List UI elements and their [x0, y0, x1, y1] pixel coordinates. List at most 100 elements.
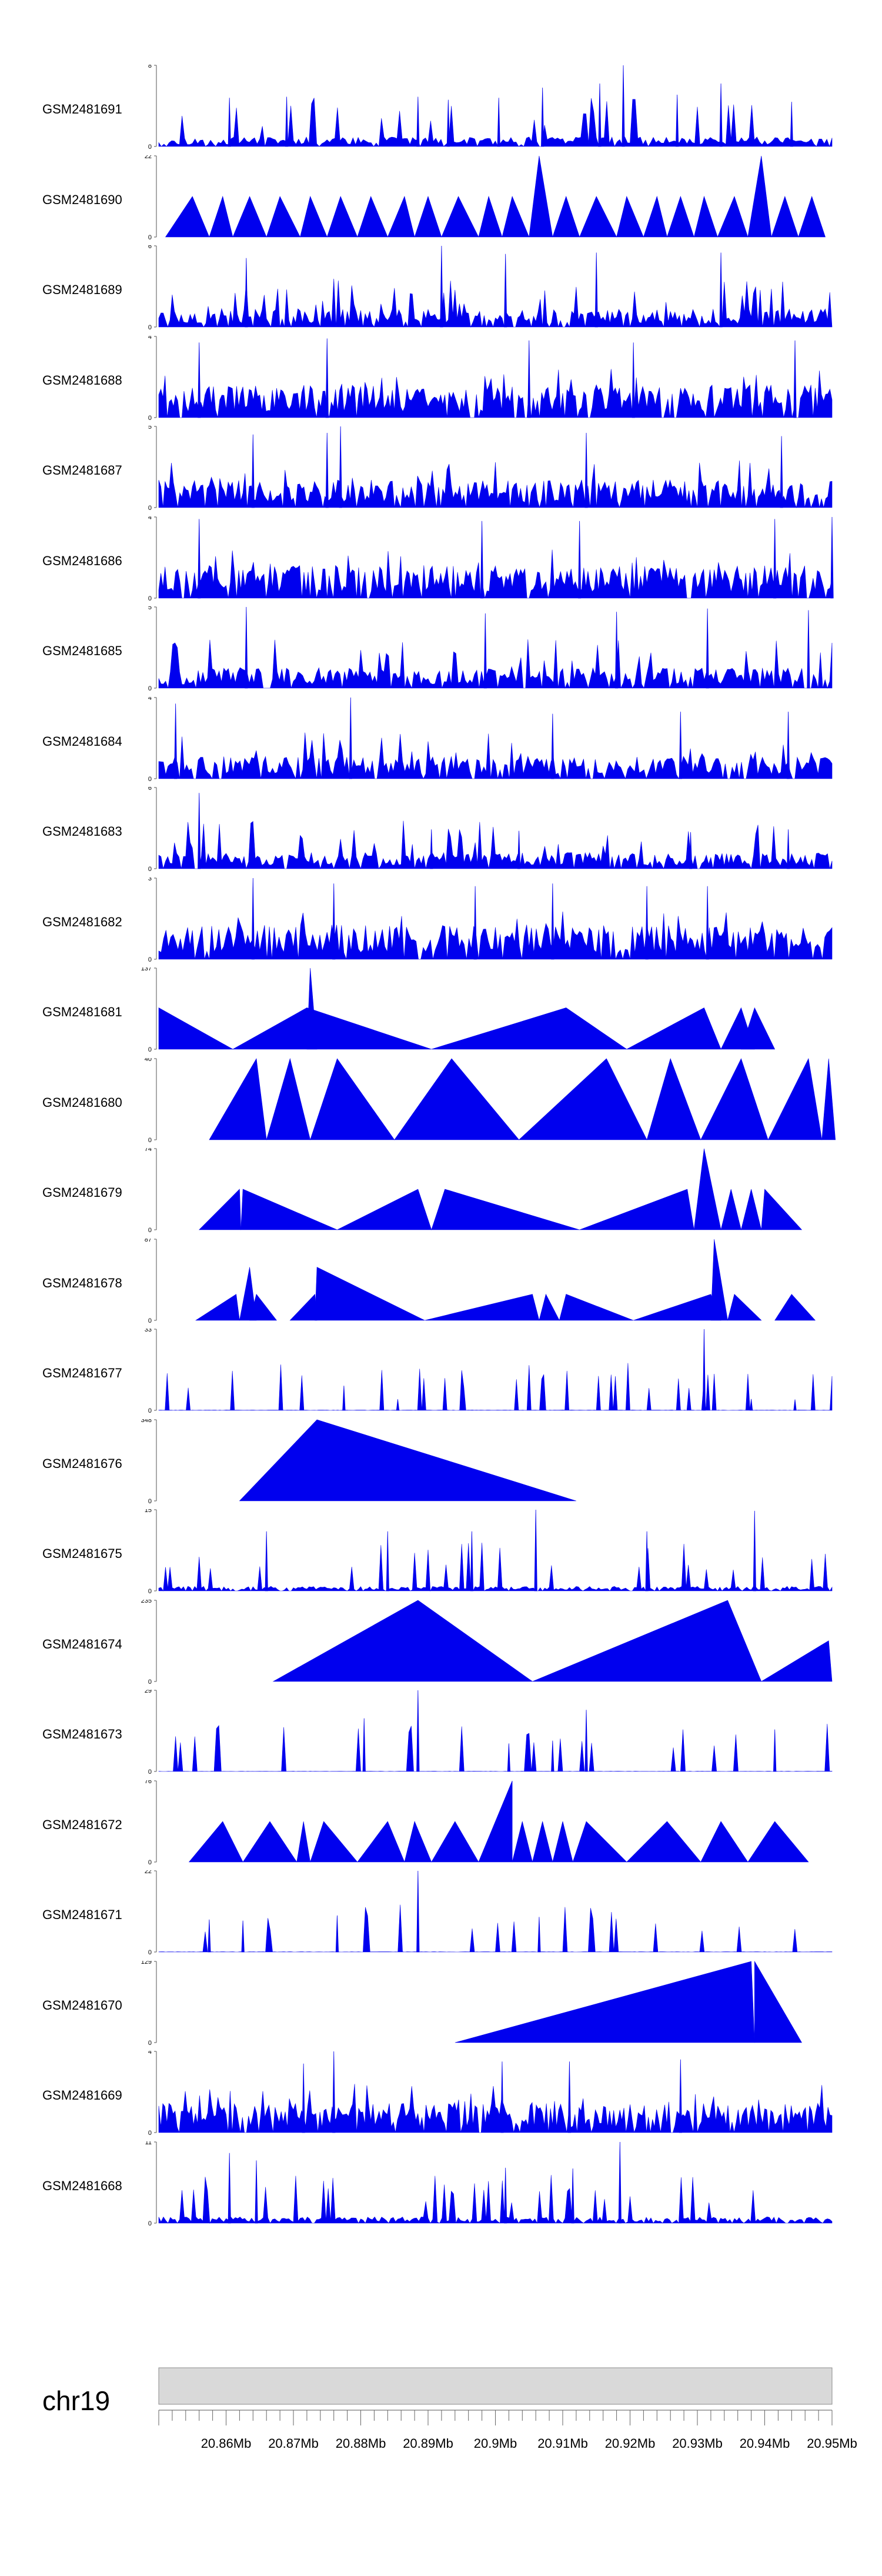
track-GSM2481680: GSM2481680 40 0: [0, 1057, 882, 1147]
track-GSM2481672: GSM2481672 76 0: [0, 1780, 882, 1870]
coverage-spike: [773, 518, 777, 598]
coverage-spike: [446, 99, 450, 147]
coverage-peak: [414, 195, 442, 237]
coverage-peak: [552, 195, 580, 237]
coverage-spike: [790, 102, 793, 147]
coverage-peak: [315, 1266, 425, 1320]
coverage-spike: [706, 886, 709, 959]
coverage-spike: [500, 2061, 504, 2133]
y-tick-label-max: 87: [145, 1239, 152, 1243]
track-label: GSM2481686: [42, 553, 122, 568]
coverage-spike: [632, 342, 635, 418]
coverage-peak: [667, 195, 694, 237]
coverage-spike: [480, 520, 484, 598]
y-tick-label-min: 0: [148, 595, 152, 602]
coverage-peak: [572, 1820, 627, 1862]
x-tick-label: 20.94Mb: [740, 2436, 790, 2451]
track-plot: 129 0: [141, 1960, 802, 2047]
coverage-area: [158, 368, 833, 418]
coverage-peak: [747, 155, 772, 237]
coverage-peak: [532, 1821, 553, 1862]
coverage-spike: [679, 711, 682, 779]
coverage-peak: [727, 1293, 762, 1320]
coverage-peak: [158, 1007, 234, 1050]
coverage-spike: [416, 96, 420, 147]
x-tick-label: 20.88Mb: [336, 2436, 386, 2451]
track-label: GSM2481672: [42, 1817, 122, 1832]
coverage-peak: [272, 1600, 533, 1681]
coverage-spike: [416, 1690, 420, 1772]
coverage-spike: [786, 711, 790, 779]
y-tick-label-max: 22: [145, 1870, 152, 1875]
coverage-spike: [325, 338, 329, 418]
track-GSM2481669: GSM2481669 4 0: [0, 2051, 882, 2140]
track-plot: 74 0: [145, 1148, 803, 1234]
coverage-spike: [614, 612, 619, 689]
coverage-area: [158, 2084, 833, 2133]
track-GSM2481675: GSM2481675 15 0: [0, 1509, 882, 1599]
coverage-peak: [700, 1057, 769, 1140]
y-tick-label-max: 5: [148, 426, 152, 431]
coverage-peak: [266, 1057, 311, 1140]
coverage-spike: [332, 883, 336, 959]
coverage-peak: [195, 1293, 240, 1320]
y-tick-label-max: 40: [145, 1058, 152, 1063]
coverage-spike: [245, 606, 248, 689]
track-label: GSM2481670: [42, 1997, 122, 2013]
coverage-peak: [693, 1148, 721, 1230]
chromosome-ideogram: chr19 20.86Mb 20.87Mb 20.88Mb 20.89Mb 20.9Mb…: [0, 2353, 882, 2529]
y-tick-label-min: 0: [148, 505, 152, 512]
coverage-peak: [357, 195, 388, 237]
coverage-spike: [534, 1509, 537, 1591]
coverage-peak: [518, 1058, 647, 1140]
y-tick-label-max: 348: [141, 1419, 152, 1424]
y-tick-label-max: 22: [145, 155, 152, 160]
y-tick-label-min: 0: [148, 2220, 152, 2227]
coverage-peak: [240, 1189, 338, 1230]
track-plot: 60: [148, 787, 833, 873]
coverage-spike: [706, 608, 709, 689]
coverage-peak: [700, 1820, 749, 1862]
coverage-spike: [198, 342, 201, 418]
coverage-area: [158, 2174, 833, 2224]
y-tick-label-min: 0: [148, 2040, 152, 2047]
coverage-peak: [239, 1267, 257, 1320]
track-plot: 60: [148, 245, 833, 331]
coverage-spike: [504, 253, 507, 328]
y-tick-label-min: 0: [148, 2130, 152, 2137]
track-label: GSM2481668: [42, 2178, 122, 2193]
coverage-peak: [326, 195, 358, 237]
track-label: GSM2481678: [42, 1275, 122, 1290]
y-tick-label-min: 0: [148, 1859, 152, 1866]
y-tick-label-min: 0: [148, 1407, 152, 1414]
coverage-spike: [430, 829, 433, 869]
coverage-peak: [821, 1058, 836, 1140]
track-GSM2481670: GSM2481670 129 0: [0, 1960, 882, 2050]
coverage-spike: [551, 1740, 554, 1772]
coverage-spike: [198, 518, 201, 598]
y-tick-label-max: 235: [141, 1600, 152, 1604]
coverage-spike: [551, 883, 554, 959]
y-tick-label-max: 5: [148, 606, 152, 611]
coverage-peak: [579, 195, 617, 237]
coverage-spike: [702, 1329, 706, 1411]
track-GSM2481671: GSM2481671 22 0: [0, 1870, 882, 1960]
coverage-peak: [747, 1820, 809, 1862]
coverage-spike: [362, 1718, 366, 1772]
coverage-spike: [386, 1531, 389, 1591]
track-label: GSM2481684: [42, 733, 122, 749]
track-GSM2481678: GSM2481678 87 0: [0, 1239, 882, 1328]
track-plot: 137 0: [141, 967, 776, 1053]
coverage-spike: [473, 886, 477, 959]
coverage-spike: [541, 87, 544, 147]
coverage-area: [158, 98, 833, 148]
coverage-peak: [296, 1821, 310, 1862]
track-label: GSM2481687: [42, 463, 122, 478]
y-tick-label-max: 3: [148, 877, 152, 882]
coverage-peak: [720, 1189, 741, 1230]
x-tick-label: 20.91Mb: [537, 2436, 588, 2451]
coverage-spike: [679, 2059, 682, 2133]
coverage-peak: [761, 1189, 803, 1230]
coverage-spike: [719, 252, 723, 328]
